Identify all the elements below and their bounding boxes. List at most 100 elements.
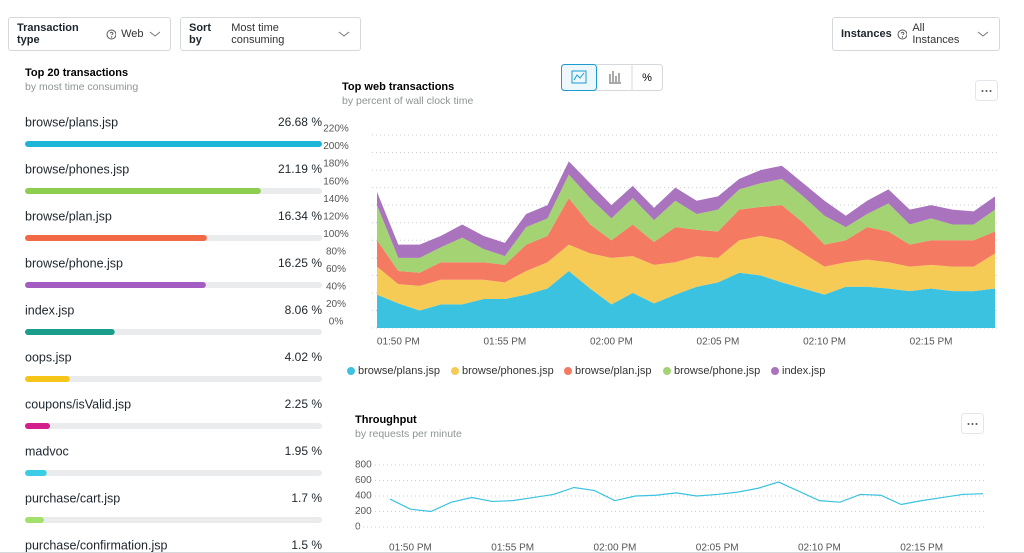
transaction-value: 16.34 % xyxy=(278,209,322,223)
info-icon xyxy=(106,29,117,39)
bar-track xyxy=(25,141,322,147)
transaction-value: 1.95 % xyxy=(285,444,323,458)
bar-track xyxy=(25,329,322,335)
y-tick-label: 20% xyxy=(326,299,346,310)
filter-value: Web xyxy=(121,28,144,40)
legend-swatch xyxy=(564,367,572,375)
bar-view-button[interactable] xyxy=(597,65,632,90)
transaction-value: 4.02 % xyxy=(285,350,323,364)
x-tick-label: 02:15 PM xyxy=(900,543,943,553)
bar xyxy=(25,423,51,429)
filter-value: All Instances xyxy=(912,22,960,46)
chart-subtitle: by percent of wall clock time xyxy=(342,95,473,107)
legend-label: browse/plan.jsp xyxy=(575,365,651,377)
chevron xyxy=(338,31,350,37)
legend-swatch xyxy=(347,367,355,375)
y-tick-label: 160% xyxy=(323,176,349,187)
area xyxy=(377,174,995,273)
bar xyxy=(25,282,206,288)
chevron xyxy=(978,31,989,37)
menu-dots xyxy=(981,90,992,92)
y-tick-label: 800 xyxy=(355,460,372,471)
percent-view-button[interactable]: % xyxy=(642,72,652,84)
area-icon-line xyxy=(573,72,585,81)
legend-label: index.jsp xyxy=(782,365,825,377)
sort-filter[interactable]: Sort by Most time consuming xyxy=(180,17,361,51)
transaction-value: 1.5 % xyxy=(291,538,322,552)
transaction-name: madvoc xyxy=(25,444,69,458)
bar-track xyxy=(25,376,322,382)
bar-track xyxy=(25,188,322,194)
y-tick-label: 0 xyxy=(355,522,361,533)
legend-swatch xyxy=(663,367,671,375)
y-tick-label: 120% xyxy=(323,211,349,222)
x-tick-label: 02:05 PM xyxy=(696,543,739,553)
y-tick-label: 80% xyxy=(326,246,346,257)
area-view-button[interactable] xyxy=(561,64,597,91)
y-tick-label: 60% xyxy=(326,264,346,275)
filter-label: Transaction type xyxy=(17,22,79,46)
transaction-name: browse/plans.jsp xyxy=(25,115,118,129)
x-tick-label: 02:00 PM xyxy=(590,337,633,348)
x-tick-label: 01:50 PM xyxy=(377,337,420,348)
bar xyxy=(25,141,322,147)
bar-track xyxy=(25,235,322,241)
y-tick-label: 200 xyxy=(355,506,372,517)
chart-menu-button[interactable] xyxy=(961,413,984,434)
x-tick-label: 01:55 PM xyxy=(491,543,534,553)
legend-label: browse/phone.jsp xyxy=(674,365,760,377)
x-tick-label: 02:10 PM xyxy=(803,337,846,348)
bar xyxy=(25,235,207,241)
instances-filter[interactable]: Instances All Instances xyxy=(832,17,1000,51)
x-tick-label: 01:55 PM xyxy=(483,337,526,348)
bar xyxy=(25,376,70,382)
bar-icon xyxy=(609,71,621,84)
toggle-frame xyxy=(561,64,663,91)
info-icon xyxy=(897,29,908,39)
transaction-value: 21.19 % xyxy=(278,162,322,176)
transaction-name: browse/plan.jsp xyxy=(25,209,112,223)
y-tick-label: 40% xyxy=(326,282,346,293)
bar xyxy=(25,329,115,335)
area xyxy=(377,235,995,311)
chevron xyxy=(149,31,160,37)
chart-subtitle: by requests per minute xyxy=(355,428,462,440)
list-title: Top 20 transactions xyxy=(25,67,128,79)
menu-dots xyxy=(967,423,978,425)
bar xyxy=(25,188,261,194)
legend-label: browse/phones.jsp xyxy=(462,365,554,377)
transaction-name: browse/phone.jsp xyxy=(25,256,123,270)
list-subtitle: by most time consuming xyxy=(25,81,138,93)
filter-label: Sort by xyxy=(189,22,211,46)
area-icon xyxy=(571,70,587,84)
bar xyxy=(25,517,44,523)
x-tick-label: 02:00 PM xyxy=(594,543,637,553)
transaction-name: purchase/confirmation.jsp xyxy=(25,538,167,552)
bar-track xyxy=(25,517,322,523)
y-tick-label: 400 xyxy=(355,491,372,502)
x-tick-label: 02:05 PM xyxy=(697,337,740,348)
y-tick-label: 140% xyxy=(323,194,349,205)
y-tick-label: 600 xyxy=(355,475,372,486)
transaction-name: browse/phones.jsp xyxy=(25,162,129,176)
y-tick-label: 180% xyxy=(323,159,349,170)
transaction-name: oops.jsp xyxy=(25,350,72,364)
view-toggle: % xyxy=(561,64,663,91)
legend-label: browse/plans.jsp xyxy=(358,365,440,377)
bar-track xyxy=(25,282,322,288)
chart-menu-button[interactable] xyxy=(975,80,998,101)
y-tick-label: 200% xyxy=(323,141,349,152)
x-tick-label: 01:50 PM xyxy=(389,543,432,553)
transaction-type-filter[interactable]: Transaction type Web xyxy=(8,17,171,51)
line xyxy=(389,481,984,513)
area xyxy=(377,198,995,286)
bar-track xyxy=(25,423,322,429)
y-tick-label: 220% xyxy=(323,124,349,135)
transaction-value: 2.25 % xyxy=(285,397,323,411)
transaction-value: 16.25 % xyxy=(278,256,322,270)
transaction-name: purchase/cart.jsp xyxy=(25,491,120,505)
filter-label: Instances xyxy=(841,28,892,40)
area xyxy=(377,270,995,328)
